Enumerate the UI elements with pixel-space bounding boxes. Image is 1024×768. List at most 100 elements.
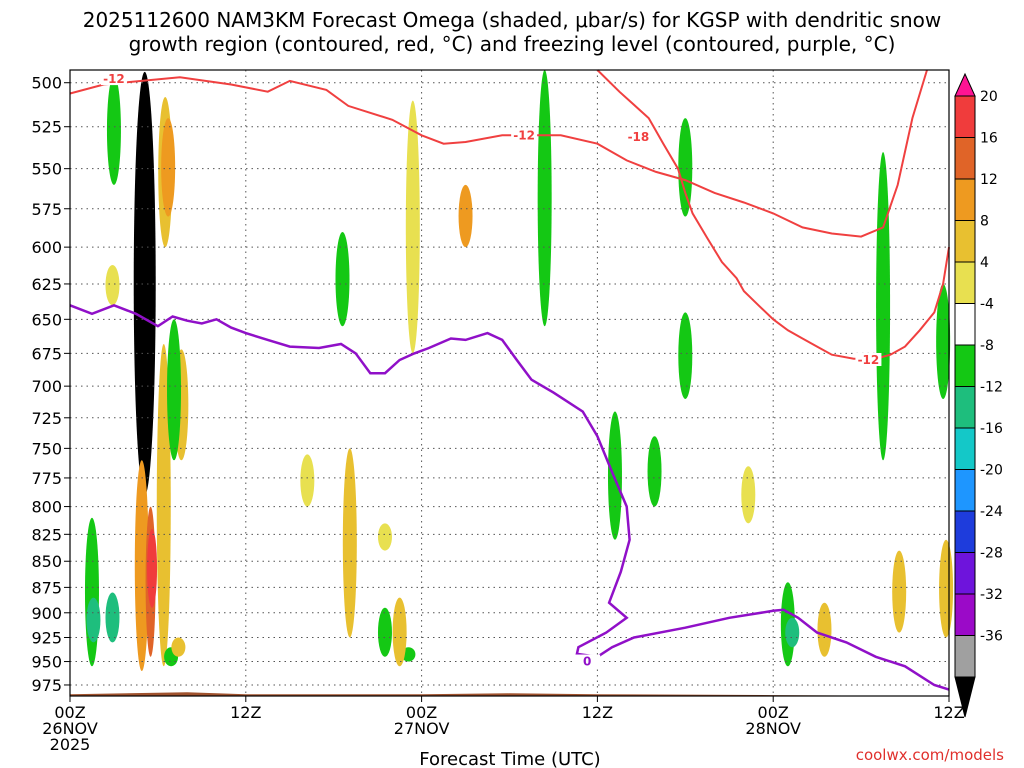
colorbar-label--4: -4 (980, 297, 994, 313)
terrain (70, 692, 949, 696)
contour-label-upper-a: -12 (103, 72, 125, 86)
x-tick-label-0-0: 00Z (54, 703, 85, 722)
omega-cell-12 (86, 597, 101, 643)
y-tick-label-700: 700 (31, 377, 62, 396)
omega-cell-25 (377, 607, 392, 657)
omega-cell-3 (105, 264, 120, 306)
colorbar-bottom-arrow (954, 676, 976, 718)
x-tick-label-36-0: 12Z (582, 703, 613, 722)
contour-label-freezing-bg (574, 654, 601, 668)
y-tick-label-575: 575 (31, 200, 62, 219)
contour-label-freezing: 0 (583, 655, 591, 669)
y-tick-label-950: 950 (31, 653, 62, 672)
colorbar-segment-9 (954, 427, 976, 470)
plot-area (70, 70, 949, 696)
colorbar-label--8: -8 (980, 338, 994, 354)
omega-cell-13 (105, 592, 120, 643)
omega-cell-24 (392, 597, 407, 667)
x-tick-label-48-0: 00Z (758, 703, 789, 722)
omega-cell-4 (133, 71, 156, 496)
y-tick-label-500: 500 (31, 74, 62, 93)
contour-layer: -12 -12 -12 -18 0 (69, 69, 950, 691)
omega-cell-18 (377, 523, 392, 551)
colorbar-segment-6 (954, 303, 976, 346)
colorbar-segment-12 (954, 552, 976, 595)
colorbar-label-12: 12 (980, 172, 998, 188)
x-tick-label-0-1: 26NOV (42, 719, 98, 738)
colorbar-label--28: -28 (980, 546, 1003, 562)
colorbar-label--20: -20 (980, 463, 1003, 479)
omega-cell-10 (147, 528, 158, 608)
colorbar-segment-5 (954, 261, 976, 304)
colorbar-label--24: -24 (980, 504, 1003, 520)
omega-cell-8 (134, 460, 149, 671)
omega-cell-16 (300, 454, 315, 507)
contour-label-upper-b-bg (511, 128, 538, 142)
colorbar-label-8: 8 (980, 214, 989, 230)
y-tick-label-800: 800 (31, 498, 62, 517)
omega-cell-19 (405, 100, 420, 354)
omega-cell-35 (939, 539, 954, 638)
y-tick-label-925: 925 (31, 628, 62, 647)
omega-cell-15 (171, 637, 186, 657)
colorbar-segment-2 (954, 137, 976, 180)
y-tick-label-850: 850 (31, 552, 62, 571)
x-tick-label-12-0: 12Z (230, 703, 261, 722)
omega-cell-0 (106, 75, 121, 185)
x-tick-label-24-0: 00Z (406, 703, 437, 722)
omega-cell-21 (335, 231, 350, 327)
omega-cell-32 (785, 617, 800, 648)
y-tick-label-825: 825 (31, 525, 62, 544)
y-tick-label-725: 725 (31, 409, 62, 428)
colorbar-label--36: -36 (980, 629, 1003, 645)
contour-label-lower: -18 (628, 130, 650, 144)
plot-frame (69, 69, 950, 697)
y-tick-label-875: 875 (31, 578, 62, 597)
chart-title-line2: growth region (contoured, red, °C) and f… (128, 32, 896, 56)
red-contour-lower (596, 69, 950, 360)
colorbar-label--32: -32 (980, 587, 1003, 603)
omega-cell-22 (537, 70, 552, 327)
y-tick-label-975: 975 (31, 676, 62, 695)
colorbar-segment-14 (954, 635, 976, 678)
y-axis: 500 525 550 575 600 625 650 675 700 725 750 775 800 8… (31, 74, 70, 695)
colorbar-label--12: -12 (980, 380, 1003, 396)
contour-label-upper-c: -12 (858, 353, 880, 367)
omega-cell-36 (876, 152, 891, 461)
purple-contour-freezing-level (69, 303, 950, 691)
colorbar-segment-13 (954, 593, 976, 636)
credit-text: coolwx.com/models (856, 746, 1004, 764)
y-tick-label-775: 775 (31, 469, 62, 488)
contour-label-upper-b: -12 (513, 128, 535, 142)
y-tick-label-625: 625 (31, 275, 62, 294)
x-axis-title: Forecast Time (UTC) (419, 749, 600, 768)
grid-layer (70, 70, 949, 696)
y-tick-label-550: 550 (31, 160, 62, 179)
x-tick-label-48-1: 28NOV (745, 719, 801, 738)
colorbar: 20 16 12 8 4 -4 -8 -12 -16 -20 -24 -28 -32 -36 (954, 72, 1003, 718)
chart-title-line1: 2025112600 NAM3KM Forecast Omega (shaded… (82, 8, 942, 32)
red-contour-upper (69, 69, 928, 238)
colorbar-segment-8 (954, 386, 976, 429)
omega-cell-5 (156, 343, 171, 667)
omega-cell-29 (678, 118, 693, 217)
contour-label-upper-c-bg (855, 353, 882, 367)
x-tick-label-60-0: 12Z (933, 703, 964, 722)
x-tick-label-0-2: 2025 (50, 735, 91, 754)
omega-cell-17 (342, 448, 357, 638)
colorbar-label-4: 4 (980, 255, 989, 271)
omega-cell-30 (678, 312, 693, 399)
contour-label-lower-bg (625, 129, 652, 143)
colorbar-segment-1 (954, 95, 976, 138)
omega-cell-20 (458, 184, 473, 248)
colorbar-segment-4 (954, 220, 976, 263)
omega-shading-layer (84, 70, 954, 671)
colorbar-label-16: 16 (980, 131, 998, 147)
omega-cell-33 (817, 602, 832, 657)
x-tick-label-24-1: 27NOV (394, 719, 450, 738)
y-tick-label-600: 600 (31, 238, 62, 257)
omega-cell-27 (647, 436, 662, 507)
omega-cell-26 (607, 411, 622, 540)
